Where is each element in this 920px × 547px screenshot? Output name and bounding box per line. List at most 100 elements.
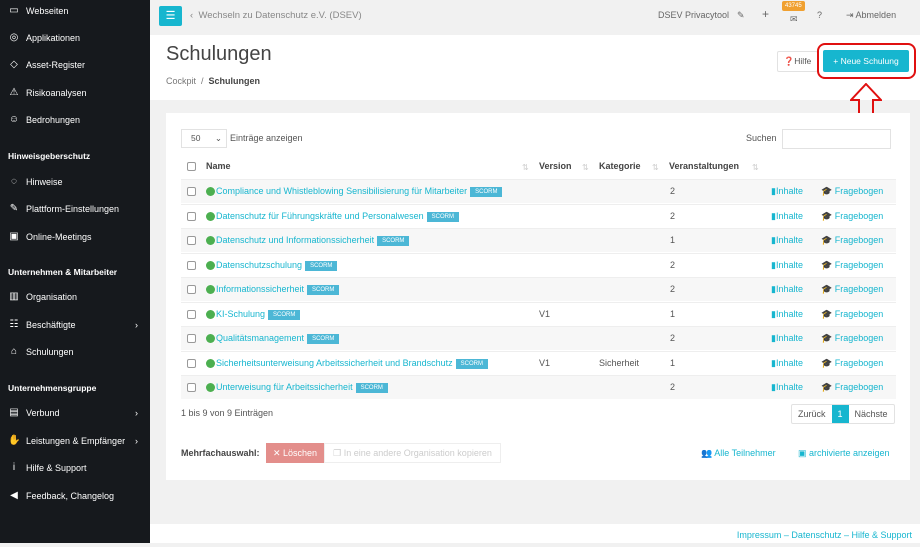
sidebar-item-hinweise[interactable]: ◌ Hinweise <box>8 176 138 187</box>
sidebar-item-label: Leistungen & Empfänger <box>26 435 126 446</box>
sidebar-item-label: Online-Meetings <box>26 231 92 242</box>
table-row: Informationssicherheit SCORM 2 ▮Inhalte 🎓… <box>181 277 896 301</box>
row-checkbox[interactable] <box>187 187 196 196</box>
fragebogen-link[interactable]: 🎓 Fragebogen <box>821 235 883 246</box>
entries-per-page-select[interactable]: 50 ⌄ <box>181 129 227 148</box>
column-header-kategorie[interactable]: Kategorie <box>599 161 641 171</box>
sort-icon[interactable]: ⇅ <box>752 163 759 172</box>
inhalte-link[interactable]: ▮Inhalte <box>771 333 803 344</box>
sidebar-item-webseiten[interactable]: ▭ Webseiten <box>8 5 138 16</box>
fragebogen-link[interactable]: 🎓 Fragebogen <box>821 284 883 295</box>
inhalte-link[interactable]: ▮Inhalte <box>771 211 803 222</box>
fragebogen-link[interactable]: 🎓 Fragebogen <box>821 211 883 222</box>
sidebar-item-risikoanalysen[interactable]: ⚠ Risikoanalysen <box>8 87 138 98</box>
status-dot <box>206 211 215 221</box>
inhalte-link[interactable]: ▮Inhalte <box>771 382 803 393</box>
sidebar-item-online-meetings[interactable]: ▣ Online-Meetings <box>8 231 138 242</box>
row-checkbox[interactable] <box>187 358 196 368</box>
sidebar-item-bedrohungen[interactable]: ☺ Bedrohungen <box>8 114 138 125</box>
sidebar-item-asset-register[interactable]: ◇ Asset-Register <box>8 59 138 70</box>
sidebar-item-verbund[interactable]: ▤ Verbund › <box>8 407 138 418</box>
select-all-checkbox[interactable] <box>187 162 196 171</box>
column-header-veranstaltungen[interactable]: Veranstaltungen <box>669 161 740 171</box>
inhalte-link[interactable]: ▮Inhalte <box>771 235 803 246</box>
fragebogen-link[interactable]: 🎓 Fragebogen <box>821 358 883 369</box>
breadcrumb-home[interactable]: Cockpit <box>166 76 197 86</box>
inhalte-link[interactable]: ▮Inhalte <box>771 284 803 295</box>
switch-org-link[interactable]: ‹ Wechseln zu Datenschutz e.V. (DSEV) <box>190 10 362 21</box>
sidebar-item-hilfe-support[interactable]: i Hilfe & Support <box>8 462 138 473</box>
mail-icon[interactable]: ✉ <box>790 14 798 24</box>
training-name-link[interactable]: Sicherheitsunterweisung Arbeitssicherhei… <box>216 358 488 369</box>
table-row: Qualitätsmanagement SCORM 2 ▮Inhalte 🎓 Fr… <box>181 326 896 350</box>
copy-label: In eine andere Organisation kopieren <box>343 448 492 458</box>
logout-label: Abmelden <box>855 10 897 20</box>
info-icon: i <box>12 462 16 473</box>
training-name: Informationssicherheit <box>216 284 305 294</box>
inhalte-label: Inhalte <box>775 308 803 319</box>
fragebogen-link[interactable]: 🎓 Fragebogen <box>821 382 883 393</box>
column-header-version[interactable]: Version <box>539 161 572 171</box>
training-name: Compliance und Whistleblowing Sensibilis… <box>216 186 468 196</box>
training-name-link[interactable]: Informationssicherheit SCORM <box>216 284 340 295</box>
sort-icon[interactable]: ⇅ <box>582 163 589 172</box>
row-checkbox[interactable] <box>187 285 196 294</box>
sidebar-item-applikationen[interactable]: ◎ Applikationen <box>8 32 138 43</box>
training-name-link[interactable]: Qualitätsmanagement SCORM <box>216 333 340 344</box>
veranstaltungen-cell: 1 <box>670 235 676 245</box>
next-page-button[interactable]: Nächste <box>854 409 888 419</box>
inhalte-link[interactable]: ▮Inhalte <box>771 309 803 320</box>
help-label: Hilfe <box>794 56 812 66</box>
row-checkbox[interactable] <box>187 309 196 319</box>
row-checkbox[interactable] <box>187 334 196 343</box>
help-button[interactable]: ❓Hilfe <box>777 51 818 72</box>
row-checkbox[interactable] <box>187 383 196 392</box>
all-participants-link[interactable]: 👥 Alle Teilnehmer <box>701 448 776 458</box>
row-checkbox[interactable] <box>187 260 196 270</box>
new-training-label: Neue Schulung <box>840 56 899 66</box>
search-input[interactable] <box>782 129 891 149</box>
page-1-button[interactable]: 1 <box>831 405 849 423</box>
help-icon[interactable]: ? <box>817 10 823 20</box>
column-header-name[interactable]: Name <box>206 161 231 171</box>
training-name-link[interactable]: Datenschutz für Führungskräfte und Perso… <box>216 211 459 222</box>
graduation-cap-icon: 🎓 <box>821 357 833 368</box>
fragebogen-link[interactable]: 🎓 Fragebogen <box>821 260 883 271</box>
logout-link[interactable]: ⇥ Abmelden <box>846 10 897 20</box>
chevron-right-icon: › <box>135 319 138 330</box>
sidebar-item-feedback-changelog[interactable]: ◀ Feedback, Changelog <box>8 490 138 501</box>
sidebar-item-leistungen-empfänger[interactable]: ✋ Leistungen & Empfänger › <box>8 435 138 446</box>
fragebogen-link[interactable]: 🎓 Fragebogen <box>821 333 883 344</box>
fragebogen-link[interactable]: 🎓 Fragebogen <box>821 186 883 197</box>
sidebar-item-schulungen[interactable]: ⌂ Schulungen <box>8 346 138 357</box>
fragebogen-link[interactable]: 🎓 Fragebogen <box>821 309 883 320</box>
show-archived-link[interactable]: ▣ archivierte anzeigen <box>798 448 890 458</box>
inhalte-link[interactable]: ▮Inhalte <box>771 186 803 197</box>
new-training-button[interactable]: + Neue Schulung <box>823 50 909 72</box>
training-name-link[interactable]: KI-Schulung SCORM <box>216 309 301 320</box>
sidebar-item-label: Asset-Register <box>26 59 86 70</box>
veranstaltungen-cell: 2 <box>670 382 676 392</box>
training-name-link[interactable]: Datenschutzschulung SCORM <box>216 260 338 271</box>
sidebar-item-label: Bedrohungen <box>26 114 81 125</box>
sort-icon[interactable]: ⇅ <box>652 163 659 172</box>
training-name-link[interactable]: Compliance und Whistleblowing Sensibilis… <box>216 186 503 197</box>
sidebar-item-beschäftigte[interactable]: ☷ Beschäftigte › <box>8 319 138 330</box>
version-cell: V1 <box>539 357 551 368</box>
sidebar-item-organisation[interactable]: ▥ Organisation <box>8 291 138 302</box>
inhalte-link[interactable]: ▮Inhalte <box>771 260 803 271</box>
sidebar-item-plattform-einstellungen[interactable]: ✎ Plattform-Einstellungen <box>8 203 138 214</box>
plus-icon[interactable]: + <box>762 7 770 21</box>
training-name-link[interactable]: Datenschutz und Informationssicherheit SC… <box>216 235 410 246</box>
row-checkbox[interactable] <box>187 236 196 245</box>
sort-icon[interactable]: ⇅ <box>522 163 529 172</box>
delete-button[interactable]: ✕ Löschen <box>266 443 324 463</box>
prev-page-button[interactable]: Zurück <box>798 409 826 419</box>
menu-toggle-button[interactable]: ☰ <box>159 6 182 26</box>
training-name-link[interactable]: Unterweisung für Arbeitssicherheit SCORM <box>216 382 388 393</box>
footer-links[interactable]: Impressum – Datenschutz – Hilfe & Suppor… <box>150 524 920 543</box>
inhalte-link[interactable]: ▮Inhalte <box>771 358 803 369</box>
copy-to-org-button[interactable]: ❐ In eine andere Organisation kopieren <box>324 443 501 463</box>
row-checkbox[interactable] <box>187 211 196 221</box>
edit-icon[interactable]: ✎ <box>737 10 745 20</box>
